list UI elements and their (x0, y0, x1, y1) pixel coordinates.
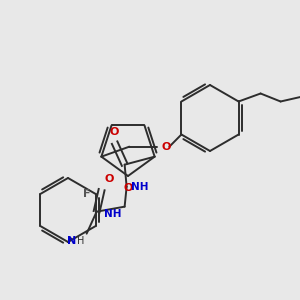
Text: O: O (110, 127, 119, 137)
Text: F: F (83, 189, 91, 199)
Text: O: O (123, 183, 133, 193)
Text: O: O (161, 142, 171, 152)
Text: O: O (105, 174, 114, 184)
Text: NH: NH (130, 182, 148, 192)
Text: H: H (77, 236, 85, 246)
Text: N: N (68, 236, 76, 246)
Text: NH: NH (104, 209, 122, 219)
